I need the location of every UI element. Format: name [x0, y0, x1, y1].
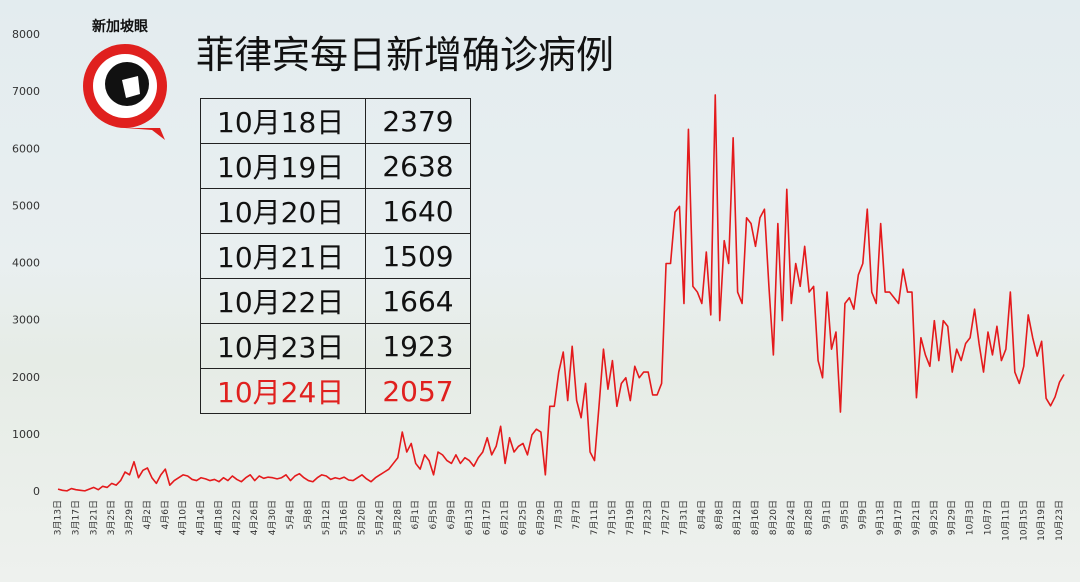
table-row: 10月23日 1923 — [200, 323, 471, 369]
x-tick-label: 8月4日 — [696, 500, 707, 529]
x-tick-label: 8月16日 — [750, 500, 761, 535]
x-tick-label: 5月4日 — [285, 500, 296, 529]
x-tick-label: 8月28日 — [804, 500, 815, 535]
table-row: 10月18日 2379 — [200, 98, 471, 144]
y-tick-label: 5000 — [12, 199, 40, 212]
x-tick-label: 4月2日 — [142, 500, 153, 529]
x-tick-label: 6月13日 — [464, 500, 475, 535]
value-cell: 2057 — [365, 368, 471, 414]
date-cell: 10月18日 — [200, 98, 366, 144]
x-tick-label: 7月27日 — [661, 500, 672, 535]
value-cell: 1923 — [365, 323, 471, 369]
x-tick-label: 3月25日 — [106, 500, 117, 535]
x-tick-label: 7月15日 — [607, 500, 618, 535]
x-tick-label: 4月30日 — [267, 500, 278, 535]
logo — [83, 44, 167, 140]
y-tick-label: 2000 — [12, 371, 40, 384]
x-tick-label: 7月11日 — [589, 500, 600, 535]
x-tick-label: 3月13日 — [53, 500, 64, 535]
x-tick-label: 5月20日 — [357, 500, 368, 535]
x-tick-label: 4月10日 — [178, 500, 189, 535]
x-tick-label: 6月9日 — [446, 500, 457, 529]
x-tick-label: 4月22日 — [231, 500, 242, 535]
y-tick-label: 1000 — [12, 428, 40, 441]
table-row: 10月21日 1509 — [200, 233, 471, 279]
x-tick-label: 5月12日 — [321, 500, 332, 535]
x-tick-label: 3月29日 — [124, 500, 135, 535]
date-cell: 10月21日 — [200, 233, 366, 279]
x-tick-label: 8月24日 — [786, 500, 797, 535]
x-tick-label: 10月11日 — [1000, 500, 1011, 541]
date-cell: 10月19日 — [200, 143, 366, 189]
x-tick-label: 7月7日 — [571, 500, 582, 529]
x-tick-label: 3月17日 — [70, 500, 81, 535]
x-tick-label: 4月26日 — [249, 500, 260, 535]
x-tick-label: 7月23日 — [643, 500, 654, 535]
x-tick-label: 5月28日 — [392, 500, 403, 535]
value-cell: 1640 — [365, 188, 471, 234]
x-tick-label: 10月3日 — [965, 500, 976, 535]
x-tick-label: 10月19日 — [1036, 500, 1047, 541]
x-tick-label: 8月20日 — [768, 500, 779, 535]
x-tick-label: 9月9日 — [857, 500, 868, 529]
table-row: 10月22日 1664 — [200, 278, 471, 324]
x-tick-label: 6月5日 — [428, 500, 439, 529]
x-tick-label: 3月21日 — [88, 500, 99, 535]
y-tick-label: 6000 — [12, 142, 40, 155]
brand: 新加坡眼 — [92, 19, 148, 35]
date-cell: 10月24日 — [200, 368, 366, 414]
y-tick-label: 8000 — [12, 28, 40, 41]
chart-title: 菲律宾每日新增确诊病例 — [196, 33, 615, 77]
value-cell: 2638 — [365, 143, 471, 189]
x-tick-label: 9月5日 — [839, 500, 850, 529]
x-tick-label: 6月29日 — [535, 500, 546, 535]
table-row: 10月24日 2057 — [200, 368, 471, 414]
value-cell: 2379 — [365, 98, 471, 144]
y-tick-label: 0 — [33, 485, 40, 498]
x-tick-label: 9月21日 — [911, 500, 922, 535]
x-tick-label: 10月7日 — [982, 500, 993, 535]
value-cell: 1664 — [365, 278, 471, 324]
value-cell: 1509 — [365, 233, 471, 279]
x-tick-label: 9月1日 — [822, 500, 833, 529]
x-tick-label: 4月6日 — [160, 500, 171, 529]
x-tick-label: 10月15日 — [1018, 500, 1029, 541]
x-tick-label: 4月14日 — [196, 500, 207, 535]
x-tick-label: 6月21日 — [500, 500, 511, 535]
y-tick-label: 4000 — [12, 257, 40, 270]
date-cell: 10月22日 — [200, 278, 366, 324]
table-row: 10月20日 1640 — [200, 188, 471, 234]
x-tick-label: 6月17日 — [482, 500, 493, 535]
x-tick-label: 5月8日 — [303, 500, 314, 529]
date-cell: 10月23日 — [200, 323, 366, 369]
x-tick-label: 7月3日 — [553, 500, 564, 529]
x-tick-label: 4月18日 — [213, 500, 224, 535]
table-row: 10月19日 2638 — [200, 143, 471, 189]
data-table: 10月18日 2379 10月19日 2638 10月20日 1640 10月21日 1509… — [200, 98, 471, 414]
x-tick-label: 9月25日 — [929, 500, 940, 535]
x-tick-label: 7月31日 — [678, 500, 689, 535]
series-line — [57, 94, 1065, 492]
x-tick-label: 9月17日 — [893, 500, 904, 535]
y-tick-label: 7000 — [12, 85, 40, 98]
x-tick-label: 6月1日 — [410, 500, 421, 529]
x-tick-label: 7月19日 — [625, 500, 636, 535]
y-tick-label: 3000 — [12, 314, 40, 327]
x-tick-label: 5月24日 — [374, 500, 385, 535]
x-tick-label: 8月12日 — [732, 500, 743, 535]
x-tick-label: 5月16日 — [339, 500, 350, 535]
x-tick-label: 6月25日 — [517, 500, 528, 535]
date-cell: 10月20日 — [200, 188, 366, 234]
x-tick-label: 10月23日 — [1054, 500, 1065, 541]
x-tick-label: 9月29日 — [947, 500, 958, 535]
x-tick-label: 9月13日 — [875, 500, 886, 535]
x-tick-label: 8月8日 — [714, 500, 725, 529]
